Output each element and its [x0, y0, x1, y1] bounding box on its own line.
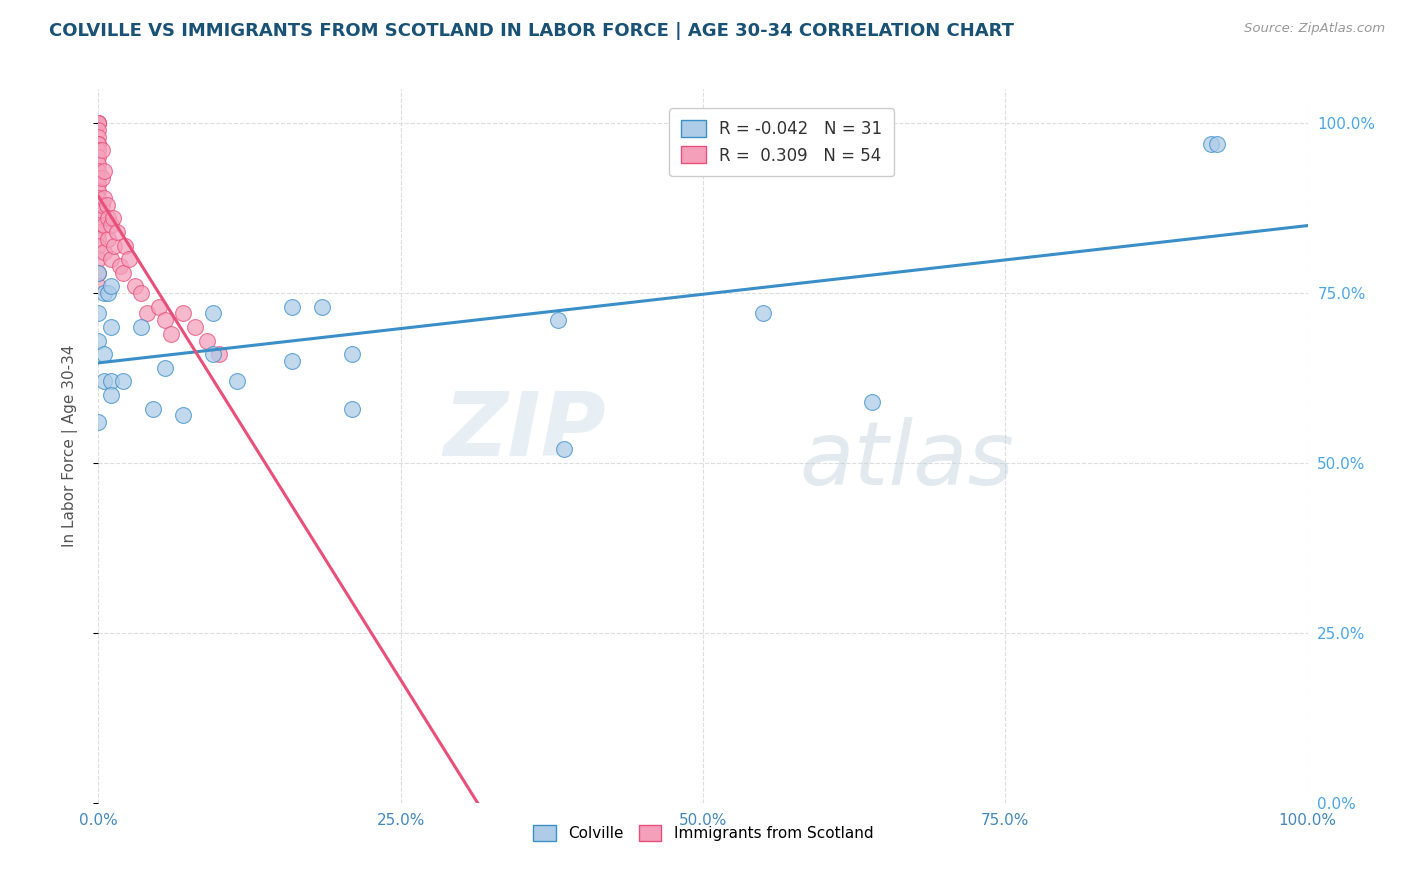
Point [184, 320, 207, 334]
Y-axis label: In Labor Force | Age 30-34: In Labor Force | Age 30-34 [62, 344, 77, 548]
Point [93, 375, 115, 389]
Point [153, 313, 176, 327]
Point [103, 238, 125, 252]
Point [87, 266, 110, 280]
Point [860, 394, 883, 409]
Point [172, 409, 194, 423]
Point [87, 204, 110, 219]
Text: Source: ZipAtlas.com: Source: ZipAtlas.com [1244, 22, 1385, 36]
Legend: Colville, Immigrants from Scotland: Colville, Immigrants from Scotland [524, 817, 882, 848]
Point [87, 170, 110, 185]
Point [129, 320, 152, 334]
Point [100, 279, 122, 293]
Point [93, 347, 115, 361]
Point [160, 326, 183, 341]
Point [311, 300, 333, 314]
Point [87, 129, 110, 144]
Point [93, 191, 115, 205]
Point [87, 198, 110, 212]
Point [97, 286, 120, 301]
Point [87, 116, 110, 130]
Text: atlas: atlas [800, 417, 1015, 503]
Point [87, 116, 110, 130]
Point [87, 191, 110, 205]
Point [93, 218, 115, 232]
Point [172, 306, 194, 320]
Point [142, 401, 165, 416]
Point [87, 232, 110, 246]
Point [97, 211, 120, 226]
Point [118, 252, 141, 266]
Point [87, 150, 110, 164]
Text: ZIP: ZIP [443, 388, 606, 475]
Point [87, 225, 110, 239]
Point [87, 184, 110, 198]
Point [87, 136, 110, 151]
Point [105, 225, 128, 239]
Point [100, 375, 122, 389]
Point [111, 375, 134, 389]
Point [87, 144, 110, 158]
Point [108, 259, 131, 273]
Point [87, 116, 110, 130]
Point [87, 218, 110, 232]
Point [281, 354, 304, 368]
Point [87, 238, 110, 252]
Point [87, 163, 110, 178]
Point [93, 163, 115, 178]
Point [135, 306, 157, 320]
Point [87, 123, 110, 137]
Point [342, 347, 364, 361]
Point [1199, 136, 1222, 151]
Point [87, 306, 110, 320]
Point [226, 375, 249, 389]
Point [87, 279, 110, 293]
Point [87, 415, 110, 429]
Point [153, 360, 176, 375]
Point [100, 252, 122, 266]
Point [87, 334, 110, 348]
Point [87, 252, 110, 266]
Point [87, 157, 110, 171]
Point [101, 211, 124, 226]
Point [97, 232, 120, 246]
Point [124, 279, 146, 293]
Point [281, 300, 304, 314]
Text: COLVILLE VS IMMIGRANTS FROM SCOTLAND IN LABOR FORCE | AGE 30-34 CORRELATION CHAR: COLVILLE VS IMMIGRANTS FROM SCOTLAND IN … [49, 22, 1014, 40]
Point [87, 136, 110, 151]
Point [752, 306, 775, 320]
Point [96, 198, 118, 212]
Point [93, 286, 115, 301]
Point [208, 347, 231, 361]
Point [91, 198, 114, 212]
Point [342, 401, 364, 416]
Point [100, 320, 122, 334]
Point [129, 286, 152, 301]
Point [87, 211, 110, 226]
Point [202, 347, 225, 361]
Point [91, 170, 114, 185]
Point [148, 300, 170, 314]
Point [91, 144, 114, 158]
Point [114, 238, 136, 252]
Point [100, 218, 122, 232]
Point [553, 442, 575, 457]
Point [100, 388, 122, 402]
Point [195, 334, 218, 348]
Point [547, 313, 569, 327]
Point [111, 266, 134, 280]
Point [1206, 136, 1229, 151]
Point [87, 178, 110, 192]
Point [93, 245, 115, 260]
Point [87, 266, 110, 280]
Point [202, 306, 225, 320]
